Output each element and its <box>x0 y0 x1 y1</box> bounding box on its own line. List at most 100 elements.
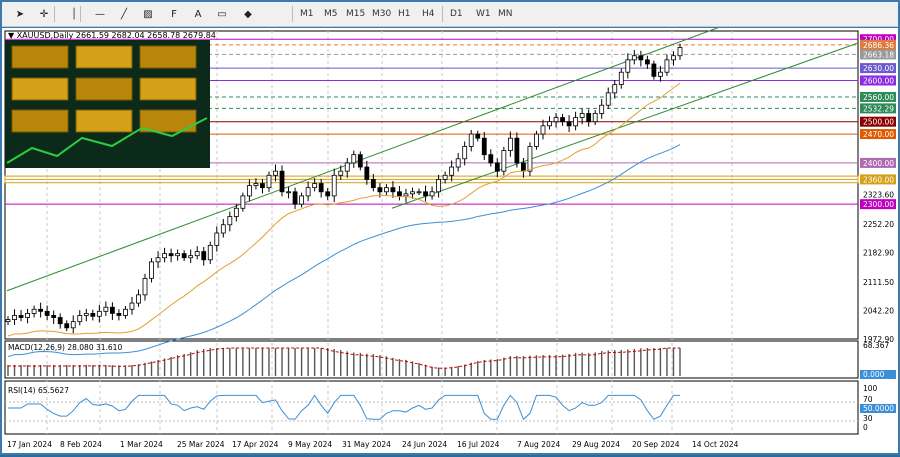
candle-body <box>449 166 455 176</box>
candle-body <box>90 312 96 317</box>
candle-body <box>214 232 220 246</box>
candle-body <box>553 117 559 123</box>
horizontal-line-icon[interactable]: — <box>95 8 105 20</box>
price-axis-label: 2252.20 <box>863 220 894 229</box>
crosshair-icon[interactable]: ✛ <box>39 8 49 20</box>
label-icon[interactable]: ▭ <box>217 8 227 20</box>
moving-average-slow <box>7 144 681 358</box>
candle-body <box>455 158 461 168</box>
rsi-scale-label: 50.0000 <box>863 404 894 413</box>
timeframe-m15-button[interactable]: M15 <box>346 9 366 19</box>
macd-scale-zero: 0.000 <box>863 370 885 379</box>
cursor-icon[interactable]: ➤ <box>15 8 25 20</box>
candle-body <box>109 306 115 314</box>
price-axis-label: 2500.00 <box>863 118 894 127</box>
channel-icon[interactable]: ▨ <box>143 8 153 20</box>
candle-body <box>38 308 44 312</box>
price-axis-label: 2663.18 <box>863 50 894 59</box>
candle-body <box>57 317 63 325</box>
candle-body <box>442 174 448 180</box>
candle-body <box>644 59 650 65</box>
timeframe-m1-button[interactable]: M1 <box>300 9 314 19</box>
date-axis-label: 29 Aug 2024 <box>572 440 620 449</box>
price-label-box <box>860 103 896 114</box>
price-axis-label: 2400.00 <box>863 159 894 168</box>
gold-bars-image <box>5 40 210 168</box>
candle-body <box>318 183 324 193</box>
candle-body <box>220 224 226 234</box>
rsi-scale-label: 100 <box>863 384 878 393</box>
timeframe-m5-button[interactable]: M5 <box>324 9 338 19</box>
toolbar-separator <box>54 6 55 22</box>
candle-body <box>188 255 194 259</box>
candle-body <box>155 257 161 263</box>
price-label-box <box>860 91 896 102</box>
candle-body <box>162 253 167 259</box>
candle-body <box>273 170 278 176</box>
chart-svg[interactable]: ▼ XAUUSD,Daily 2661.59 2682.04 2658.78 2… <box>2 20 898 453</box>
price-axis-label: 2560.00 <box>863 93 894 102</box>
candle-body <box>12 315 17 320</box>
trendline-icon[interactable]: ╱ <box>120 8 128 20</box>
candle-body <box>423 191 428 197</box>
timeframe-mn-button[interactable]: MN <box>498 9 513 19</box>
price-label-box <box>860 49 896 60</box>
price-axis-label: 2182.90 <box>863 248 894 257</box>
timeframe-m30-button[interactable]: M30 <box>372 9 392 19</box>
candle-body <box>618 71 624 85</box>
candle-body <box>436 179 442 193</box>
candle-body <box>573 117 579 127</box>
text-icon[interactable]: A <box>194 8 202 20</box>
price-axis-label: 2532.29 <box>863 104 894 113</box>
price-axis-label: 2042.20 <box>863 306 894 315</box>
candle-body <box>77 315 83 323</box>
symbol-header: ▼ XAUUSD,Daily 2661.59 2682.04 2658.78 2… <box>8 31 216 40</box>
price-axis-label: 2323.60 <box>863 190 894 199</box>
candle-body <box>51 315 57 318</box>
candle-body <box>403 193 409 197</box>
candle-body <box>494 162 500 172</box>
candle-body <box>638 55 644 61</box>
toolbar-separator <box>442 6 443 22</box>
date-axis-label: 16 Jul 2024 <box>457 440 500 449</box>
date-axis-label: 1 Mar 2024 <box>120 440 163 449</box>
channel-lower-line <box>391 42 858 209</box>
candle-body <box>534 133 539 147</box>
fibonacci-icon[interactable]: F <box>171 8 177 20</box>
candle-body <box>501 150 507 172</box>
chart-area[interactable]: ▼ XAUUSD,Daily 2661.59 2682.04 2658.78 2… <box>2 20 898 453</box>
price-axis-label: 2360.00 <box>863 175 894 184</box>
candle-body <box>325 191 331 197</box>
candle-body <box>462 146 468 160</box>
candle-body <box>305 187 311 197</box>
candle-body <box>96 310 102 317</box>
candle-body <box>233 207 239 217</box>
timeframe-w1-button[interactable]: W1 <box>476 9 491 19</box>
date-axis-label: 14 Oct 2024 <box>692 440 739 449</box>
price-label-box <box>860 157 896 168</box>
price-level-band <box>4 175 859 184</box>
price-axis-label: 2600.00 <box>863 76 894 85</box>
date-axis-label: 9 May 2024 <box>288 440 332 449</box>
candle-body <box>481 137 487 156</box>
rsi-scale-label: 70 <box>863 395 873 404</box>
candle-body <box>181 253 187 259</box>
timeframe-d1-button[interactable]: D1 <box>450 9 463 19</box>
timeframe-h1-button[interactable]: H1 <box>398 9 411 19</box>
candle-body <box>540 125 546 135</box>
candle-body <box>253 183 259 186</box>
candle-body <box>527 146 533 172</box>
price-label-box <box>860 39 896 50</box>
timeframe-h4-button[interactable]: H4 <box>422 9 435 19</box>
channel-upper-line <box>6 20 738 292</box>
candle-body <box>397 191 402 197</box>
date-axis-label: 25 Mar 2024 <box>177 440 225 449</box>
date-axis-label: 8 Feb 2024 <box>60 440 102 449</box>
candle-body <box>240 195 246 209</box>
price-axis-label: 2700.00 <box>863 35 894 44</box>
candle-body <box>286 191 291 194</box>
candle-body <box>266 174 272 189</box>
candle-body <box>488 154 494 164</box>
vertical-line-icon[interactable]: │ <box>70 8 78 20</box>
shapes-icon[interactable]: ◆ <box>244 8 252 20</box>
